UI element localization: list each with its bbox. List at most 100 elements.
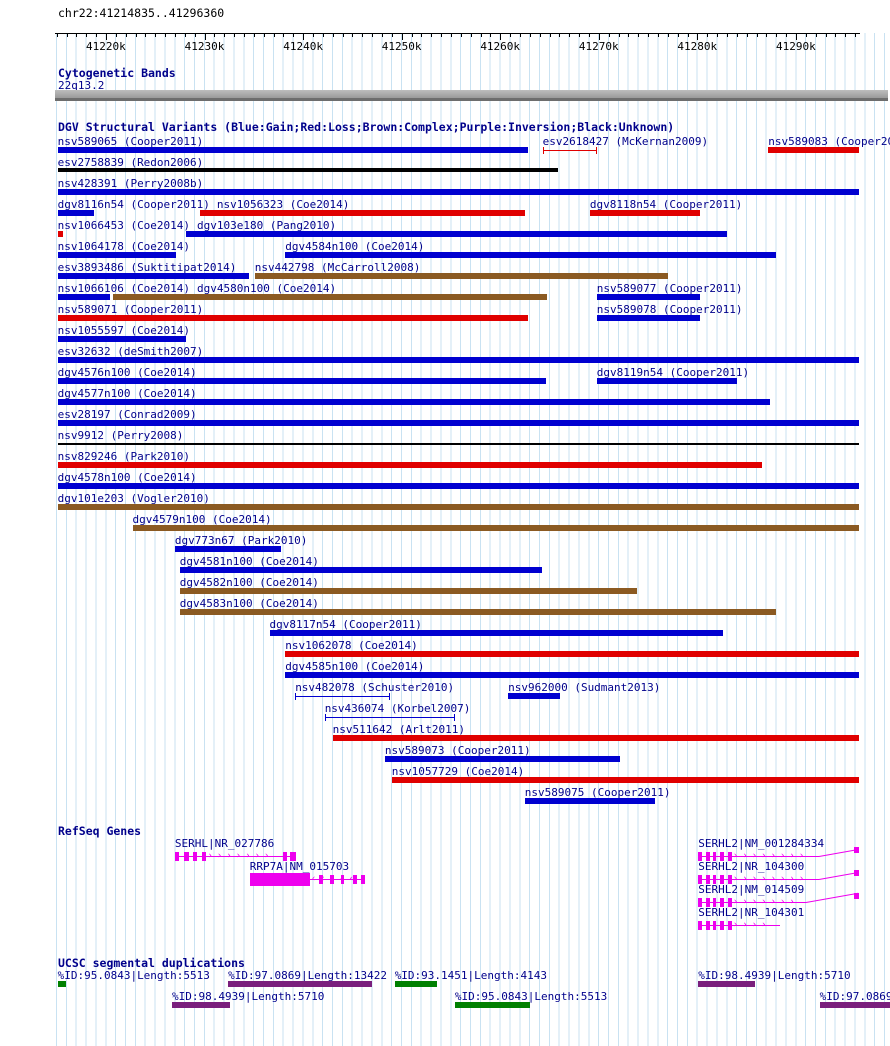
exon[interactable] [282, 852, 288, 861]
variant-bar[interactable] [524, 798, 655, 804]
variant-label[interactable]: dgv4576n100 (Coe2014) [57, 366, 197, 379]
variant-label[interactable]: nsv589078 (Cooper2011) [596, 303, 743, 316]
variant-label[interactable]: nsv482078 (Schuster2010) [295, 681, 455, 694]
exon[interactable] [202, 852, 207, 861]
variant-bar[interactable] [57, 357, 859, 363]
segdup-label[interactable]: %ID:98.4939|Length:5710 [172, 990, 325, 1003]
gene-label[interactable]: RRP7A|NM_015703 [249, 860, 350, 873]
variant-bar[interactable] [179, 588, 638, 594]
exon[interactable] [720, 852, 724, 861]
variant-label[interactable]: dgv103e180 (Pang2010) [197, 219, 337, 232]
segdup-bar[interactable] [57, 981, 67, 987]
segdup-label[interactable]: %ID:97.0869|Length:13422 [819, 990, 890, 1003]
variant-bar[interactable] [199, 210, 525, 216]
exon[interactable] [290, 852, 297, 861]
variant-bar[interactable] [174, 546, 282, 552]
exon[interactable] [705, 898, 710, 907]
variant-bar[interactable] [254, 273, 668, 279]
variant-bar[interactable] [112, 294, 548, 300]
variant-bar[interactable] [285, 252, 777, 258]
segdup-label[interactable]: %ID:97.0869|Length:13422 [228, 969, 388, 982]
exon[interactable] [174, 852, 180, 861]
variant-label[interactable]: nsv9912 (Perry2008) [57, 429, 184, 442]
variant-label[interactable]: nsv962000 (Sudmant2013) [508, 681, 661, 694]
exon-thick[interactable] [249, 873, 310, 886]
variant-bar[interactable] [57, 294, 110, 300]
variant-label[interactable]: dgv8118n54 (Cooper2011) [589, 198, 743, 211]
variant-label[interactable]: dgv4583n100 (Coe2014) [179, 597, 319, 610]
variant-label[interactable]: nsv589073 (Cooper2011) [384, 744, 531, 757]
intron-line[interactable] [698, 879, 819, 880]
variant-bar[interactable] [269, 630, 723, 636]
variant-bar[interactable] [57, 315, 528, 321]
exon[interactable] [727, 875, 732, 884]
segdup-label[interactable]: %ID:95.0843|Length:5513 [57, 969, 210, 982]
variant-bar[interactable] [57, 231, 64, 237]
variant-bar[interactable] [391, 777, 859, 783]
variant-bar[interactable] [285, 651, 859, 657]
exon[interactable] [353, 875, 358, 884]
exon[interactable] [727, 921, 732, 930]
variant-bar[interactable] [57, 443, 859, 445]
exon[interactable] [698, 875, 703, 884]
variant-bar[interactable] [57, 420, 859, 426]
exon[interactable] [705, 852, 710, 861]
intron-line[interactable] [174, 856, 297, 857]
exon[interactable] [698, 898, 703, 907]
variant-label[interactable]: dgv773n67 (Park2010) [174, 534, 308, 547]
variant-label[interactable]: nsv1066453 (Coe2014) [57, 219, 191, 232]
gene-label[interactable]: SERHL2|NR_104300 [698, 860, 805, 873]
variant-label[interactable]: nsv1064178 (Coe2014) [57, 240, 191, 253]
variant-bar[interactable] [596, 315, 701, 321]
exon[interactable] [712, 898, 717, 907]
exon[interactable] [193, 852, 198, 861]
variant-bar[interactable] [768, 147, 859, 153]
variant-bar[interactable] [57, 189, 859, 195]
variant-label[interactable]: esv2618427 (McKernan2009) [542, 135, 709, 148]
variant-label[interactable]: dgv4577n100 (Coe2014) [57, 387, 197, 400]
variant-label[interactable]: dgv4578n100 (Coe2014) [57, 471, 197, 484]
exon[interactable] [329, 875, 334, 884]
exon[interactable] [853, 847, 859, 853]
variant-label[interactable]: esv32632 (deSmith2007) [57, 345, 204, 358]
variant-label[interactable]: nsv1056323 (Coe2014) [216, 198, 350, 211]
variant-label[interactable]: esv28197 (Conrad2009) [57, 408, 197, 421]
exon[interactable] [853, 870, 859, 876]
variant-label[interactable]: nsv1066106 (Coe2014) [57, 282, 191, 295]
variant-bar[interactable] [589, 210, 701, 216]
exon[interactable] [727, 898, 732, 907]
variant-label[interactable]: dgv8117n54 (Cooper2011) [269, 618, 422, 631]
segdup-label[interactable]: %ID:95.0843|Length:5513 [454, 990, 608, 1003]
variant-bar[interactable] [132, 525, 859, 531]
variant-label[interactable]: nsv428391 (Perry2008b) [57, 177, 204, 190]
variant-label[interactable]: nsv589077 (Cooper2011) [596, 282, 743, 295]
segdup-bar[interactable] [172, 1002, 231, 1008]
variant-label[interactable]: dgv4585n100 (Coe2014) [285, 660, 425, 673]
variant-label[interactable]: nsv589071 (Cooper2011) [57, 303, 204, 316]
variant-bar[interactable] [57, 483, 859, 489]
variant-label[interactable]: dgv4580n100 (Coe2014) [197, 282, 337, 295]
variant-bar[interactable] [57, 147, 528, 153]
variant-bar[interactable] [542, 147, 597, 154]
variant-bar[interactable] [57, 504, 859, 510]
variant-label[interactable]: nsv442798 (McCarroll2008) [254, 261, 421, 274]
variant-label[interactable]: dgv4579n100 (Coe2014) [132, 513, 272, 526]
variant-bar[interactable] [57, 168, 559, 172]
variant-bar[interactable] [185, 231, 727, 237]
exon[interactable] [184, 852, 189, 861]
variant-label[interactable]: nsv589083 (Cooper2011) [768, 135, 890, 148]
exon[interactable] [720, 875, 724, 884]
variant-bar[interactable] [57, 378, 547, 384]
exon[interactable] [712, 921, 717, 930]
variant-label[interactable]: dgv8116n54 (Cooper2011) [57, 198, 210, 211]
exon[interactable] [340, 875, 345, 884]
variant-label[interactable]: nsv436074 (Korbel2007) [324, 702, 471, 715]
segdup-bar[interactable] [819, 1002, 890, 1008]
variant-label[interactable]: esv2758839 (Redon2006) [57, 156, 204, 169]
segdup-label[interactable]: %ID:98.4939|Length:5710 [698, 969, 851, 982]
variant-bar[interactable] [295, 693, 390, 700]
variant-label[interactable]: dgv8119n54 (Cooper2011) [596, 366, 750, 379]
variant-bar[interactable] [57, 462, 763, 468]
variant-bar[interactable] [324, 714, 455, 721]
gene-label[interactable]: SERHL|NR_027786 [174, 837, 275, 850]
